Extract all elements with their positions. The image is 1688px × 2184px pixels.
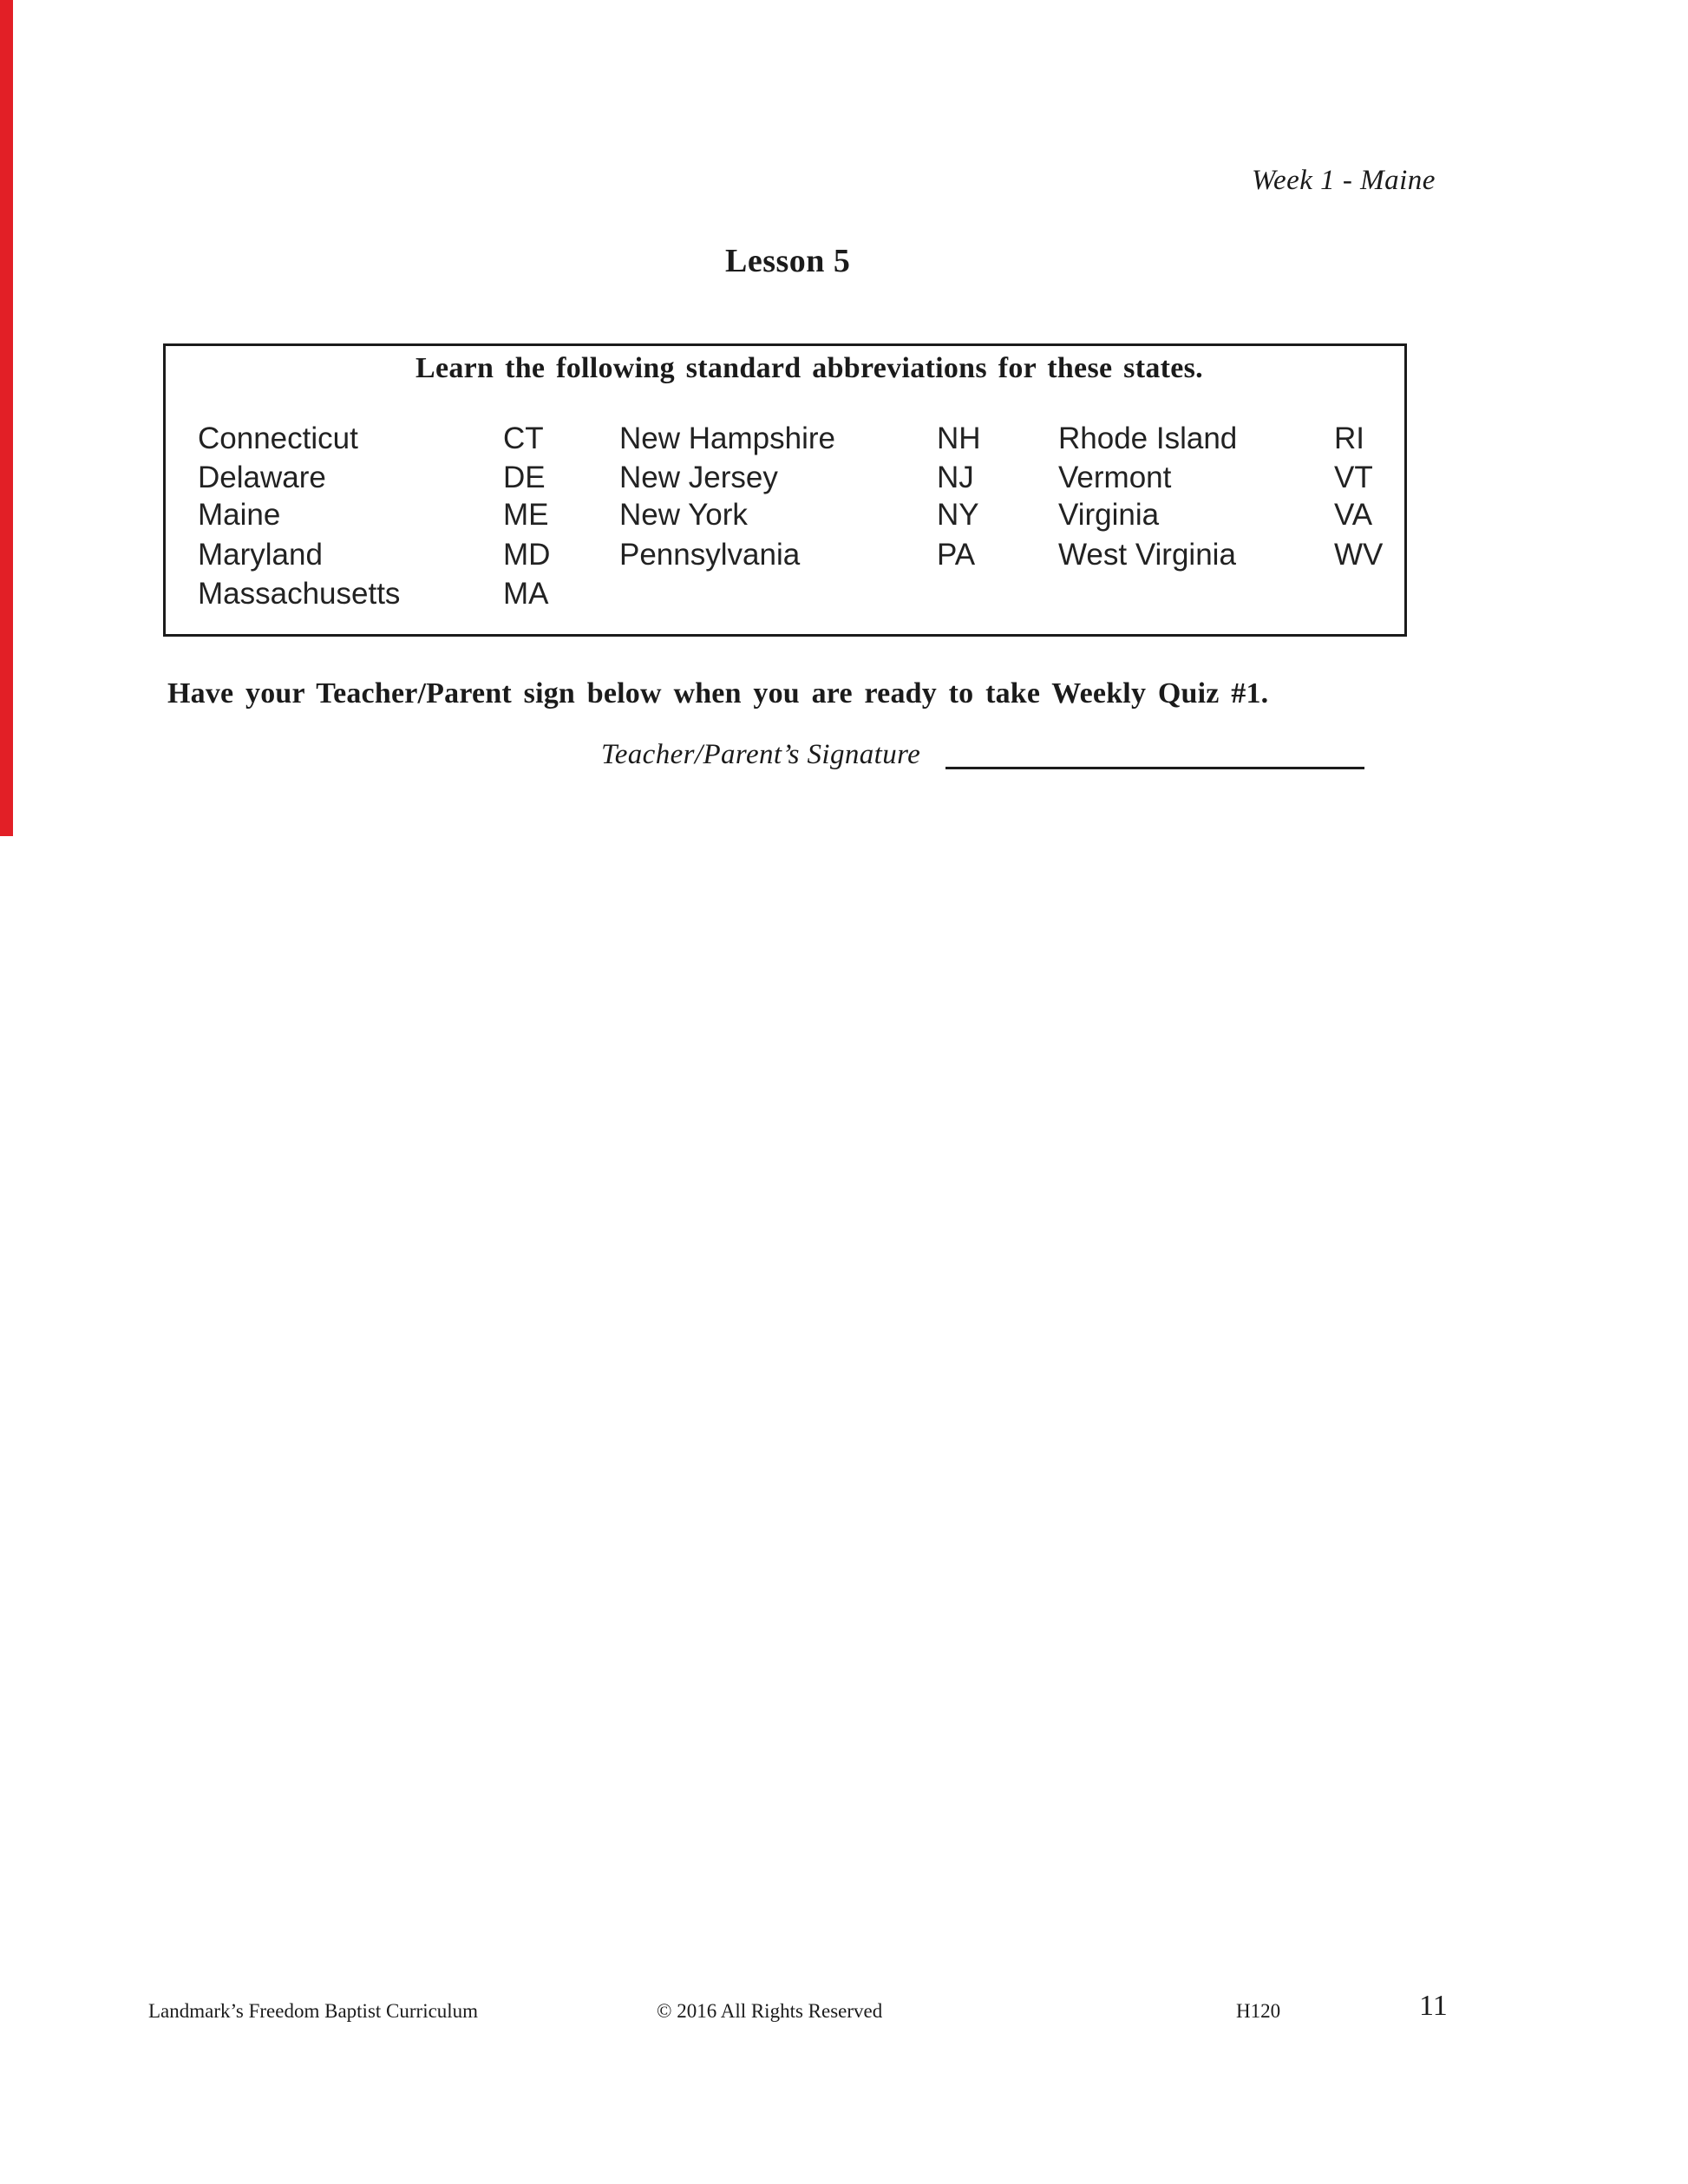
instruction-text: Have your Teacher/Parent sign below when… — [167, 677, 1269, 709]
footer-page-number: 11 — [1419, 1990, 1448, 2022]
state-abbr: NJ — [937, 461, 974, 494]
state-row: Delaware DE New Jersey NJ Vermont VT — [166, 461, 1404, 497]
state-abbr: NH — [937, 422, 981, 455]
state-row: Maine ME New York NY Virginia VA — [166, 498, 1404, 534]
state-abbr: VA — [1334, 498, 1373, 532]
signature-line — [945, 767, 1364, 769]
scan-edge-artifact — [0, 0, 13, 836]
state-abbr: CT — [503, 422, 544, 455]
state-row: Maryland MD Pennsylvania PA West Virgini… — [166, 538, 1404, 574]
state-abbr: RI — [1334, 422, 1364, 455]
state-name: Pennsylvania — [619, 538, 801, 572]
state-name: Maryland — [198, 538, 323, 572]
footer-copyright: © 2016 All Rights Reserved — [657, 2000, 883, 2022]
state-name: New Jersey — [619, 461, 778, 494]
state-abbr: ME — [503, 498, 549, 532]
footer-course-code: H120 — [1236, 2000, 1281, 2022]
state-row: Massachusetts MA — [166, 577, 1404, 613]
abbreviations-box: Learn the following standard abbreviatio… — [163, 343, 1407, 637]
state-abbr: VT — [1334, 461, 1373, 494]
state-name: New York — [619, 498, 748, 532]
state-row: Connecticut CT New Hampshire NH Rhode Is… — [166, 422, 1404, 458]
state-abbr: PA — [937, 538, 976, 572]
box-heading: Learn the following standard abbreviatio… — [415, 352, 1203, 384]
state-abbr: NY — [937, 498, 979, 532]
state-name: Virginia — [1058, 498, 1160, 532]
state-abbr: MD — [503, 538, 551, 572]
state-abbr: MA — [503, 577, 549, 611]
state-name: Connecticut — [198, 422, 358, 455]
week-header: Week 1 - Maine — [1252, 165, 1436, 196]
state-name: West Virginia — [1058, 538, 1236, 572]
state-abbr: DE — [503, 461, 546, 494]
state-name: Maine — [198, 498, 281, 532]
state-name: Delaware — [198, 461, 326, 494]
lesson-title: Lesson 5 — [725, 243, 851, 279]
state-name: Vermont — [1058, 461, 1172, 494]
state-name: Massachusetts — [198, 577, 401, 611]
footer-publisher: Landmark’s Freedom Baptist Curriculum — [148, 2000, 479, 2022]
state-name: New Hampshire — [619, 422, 835, 455]
state-abbr: WV — [1334, 538, 1384, 572]
signature-label: Teacher/Parent’s Signature — [601, 739, 921, 770]
state-name: Rhode Island — [1058, 422, 1238, 455]
